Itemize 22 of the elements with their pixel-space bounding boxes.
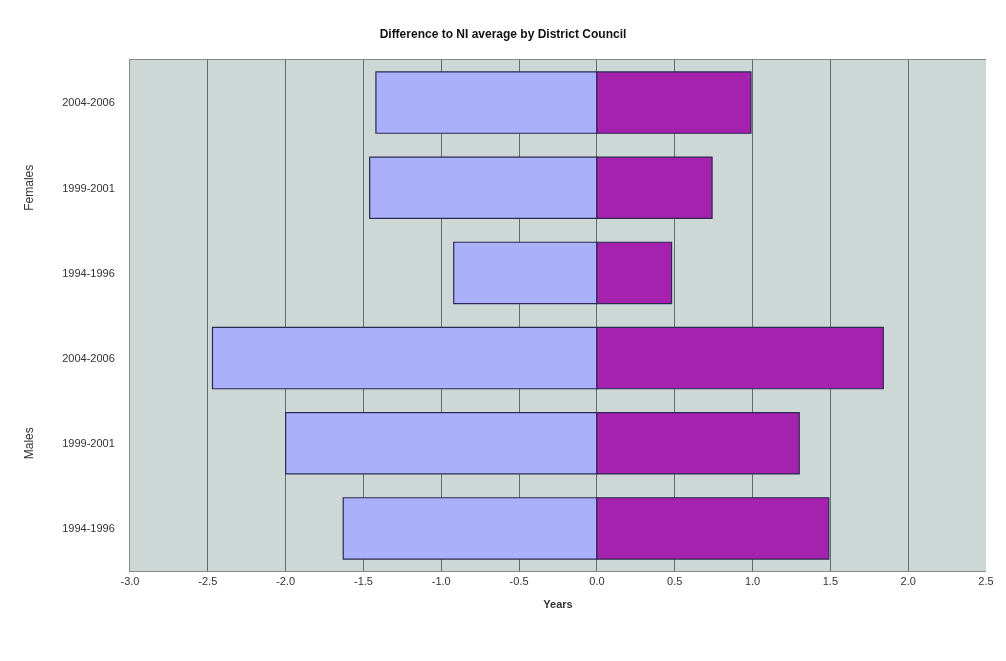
x-tick-label: -1.0 (431, 575, 451, 588)
x-tick-label: 1.0 (744, 575, 761, 588)
x-tick-label: 0.5 (667, 575, 683, 588)
x-tick-label: 2.5 (978, 575, 994, 588)
x-tick-label: -3.0 (120, 575, 140, 588)
x-tick-label: 0.0 (589, 575, 605, 588)
y-tick-label: 2004-2006 (62, 351, 115, 364)
x-tick-label: -0.5 (509, 575, 529, 588)
x-tick-label: 2.0 (900, 575, 916, 588)
x-tick-label: -2.5 (198, 575, 218, 588)
y-tick-label: 1999-2001 (62, 181, 115, 194)
x-axis-title: Years (543, 598, 573, 611)
text: Females (22, 164, 37, 211)
y-tick-label: 1994-1996 (62, 266, 115, 279)
x-tick-label: -1.5 (353, 575, 373, 588)
text: Males (21, 427, 36, 460)
x-tick-label: 1.5 (822, 575, 839, 588)
y-tick-label: 1999-2001 (62, 437, 115, 450)
y-tick-label: 2004-2006 (62, 96, 115, 109)
y-tick-label: 1994-1996 (62, 522, 115, 535)
chart-title: Difference to NI average by District Council (379, 27, 627, 42)
x-tick-label: -2.0 (276, 575, 296, 588)
